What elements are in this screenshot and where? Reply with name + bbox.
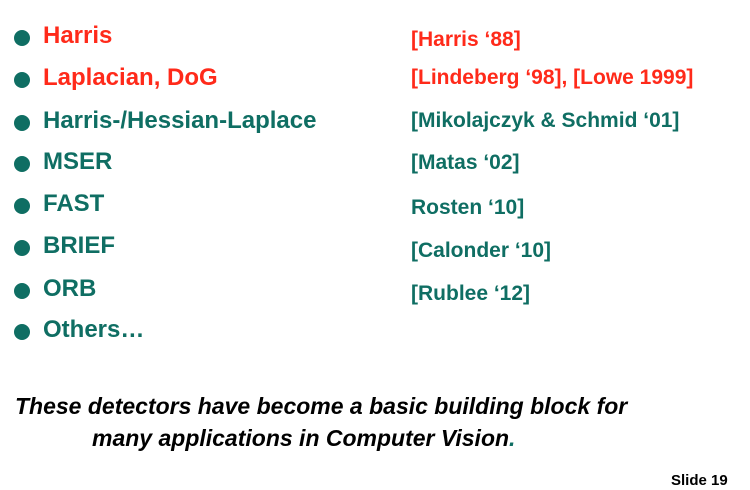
detector-name: MSER <box>43 148 113 175</box>
summary-line-2: many applications in Computer Vision. <box>92 424 515 452</box>
detector-reference: [Matas ‘02] <box>411 151 520 174</box>
bullet-icon <box>14 156 30 172</box>
list-item: Harris-/Hessian-Laplace [Mikolajczyk & S… <box>0 106 750 140</box>
summary-line-2-text: many applications in Computer Vision <box>92 425 510 451</box>
bullet-icon <box>14 240 30 256</box>
list-item: Others… <box>0 315 750 349</box>
bullet-icon <box>14 283 30 299</box>
detector-reference: [Lindeberg ‘98], [Lowe 1999] <box>411 66 694 89</box>
bullet-icon <box>14 198 30 214</box>
detector-reference: [Mikolajczyk & Schmid ‘01] <box>411 109 680 132</box>
bullet-icon <box>14 115 30 131</box>
detector-reference: [Calonder ‘10] <box>411 239 552 262</box>
detector-name: Others… <box>43 316 145 343</box>
detector-name: ORB <box>43 275 97 302</box>
detector-name: Laplacian, DoG <box>43 64 218 91</box>
bullet-icon <box>14 324 30 340</box>
list-item: Laplacian, DoG [Lindeberg ‘98], [Lowe 19… <box>0 63 750 97</box>
detector-reference: Rosten ‘10] <box>411 196 525 219</box>
detector-reference: [Rublee ‘12] <box>411 282 531 305</box>
bullet-icon <box>14 30 30 46</box>
summary-period: . <box>509 425 516 451</box>
slide-number: Slide 19 <box>671 472 728 489</box>
detector-name: Harris-/Hessian-Laplace <box>43 107 317 134</box>
list-item: ORB [Rublee ‘12] <box>0 274 750 308</box>
detector-name: BRIEF <box>43 232 115 259</box>
summary-line-1: These detectors have become a basic buil… <box>15 393 628 419</box>
list-item: MSER [Matas ‘02] <box>0 147 750 181</box>
detector-name: Harris <box>43 22 113 49</box>
list-item: BRIEF [Calonder ‘10] <box>0 231 750 265</box>
detector-name: FAST <box>43 190 105 217</box>
detector-reference: [Harris ‘88] <box>411 28 521 51</box>
bullet-icon <box>14 72 30 88</box>
list-item: FAST Rosten ‘10] <box>0 189 750 223</box>
list-item: Harris [Harris ‘88] <box>0 21 750 55</box>
